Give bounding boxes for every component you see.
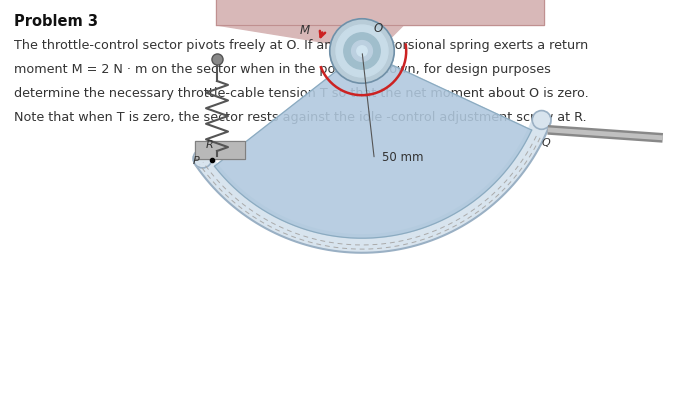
Polygon shape — [195, 117, 550, 253]
Text: Q: Q — [541, 138, 550, 148]
Text: determine the necessary throttle-cable tension T so that the net moment about O : determine the necessary throttle-cable t… — [14, 87, 589, 100]
Text: Note that when T is zero, the sector rests against the idle -control adjustment : Note that when T is zero, the sector res… — [14, 111, 587, 124]
Text: P: P — [193, 156, 199, 166]
Polygon shape — [195, 141, 245, 159]
Text: R: R — [205, 140, 213, 150]
Circle shape — [336, 25, 388, 77]
Circle shape — [344, 33, 380, 69]
Polygon shape — [216, 25, 403, 51]
Polygon shape — [216, 0, 648, 25]
Circle shape — [357, 46, 367, 56]
Circle shape — [351, 41, 372, 61]
Polygon shape — [215, 64, 532, 238]
Text: O: O — [374, 22, 383, 36]
Text: The throttle-control sector pivots freely at O. If an internal torsional spring : The throttle-control sector pivots freel… — [14, 39, 588, 52]
Circle shape — [193, 149, 212, 168]
Circle shape — [330, 19, 394, 83]
Text: Problem 3: Problem 3 — [14, 14, 98, 29]
Text: moment M = 2 N · m on the sector when in the position shown, for design purposes: moment M = 2 N · m on the sector when in… — [14, 63, 551, 76]
Text: M: M — [300, 24, 310, 38]
Text: 50 mm: 50 mm — [383, 151, 424, 164]
Circle shape — [532, 111, 551, 129]
